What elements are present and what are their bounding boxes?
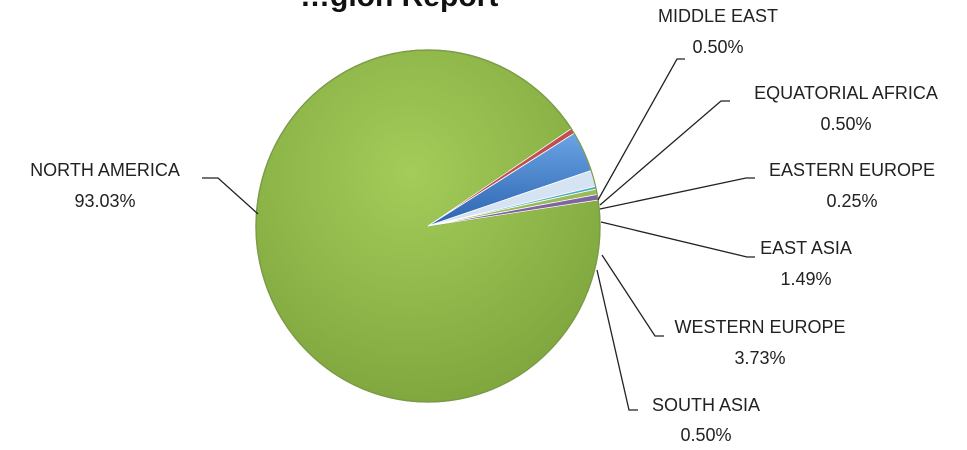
slice-label-western-europe: WESTERN EUROPE	[674, 317, 845, 337]
slice-percent-eastern-europe: 0.25%	[826, 191, 877, 211]
leader-line-north-america	[202, 177, 259, 215]
slice-percent-western-europe: 3.73%	[734, 348, 785, 368]
slice-label-east-asia: EAST ASIA	[760, 238, 852, 258]
leader-line-south-asia	[596, 269, 638, 411]
slice-percent-equatorial-africa: 0.50%	[820, 114, 871, 134]
leader-line-east-asia	[600, 221, 755, 258]
slice-percent-south-asia: 0.50%	[680, 425, 731, 445]
slice-label-eastern-europe: EASTERN EUROPE	[769, 160, 935, 180]
slice-label-south-asia: SOUTH ASIA	[652, 395, 760, 415]
slice-label-middle-east: MIDDLE EAST	[658, 6, 778, 26]
leader-line-western-europe	[601, 254, 664, 337]
slice-label-equatorial-africa: EQUATORIAL AFRICA	[754, 83, 938, 103]
leader-line-equatorial-africa	[599, 100, 730, 206]
pie-slices	[255, 49, 601, 403]
leader-line-middle-east	[597, 58, 685, 201]
leader-line-eastern-europe	[599, 177, 755, 210]
pie-labels: NORTH AMERICA 93.03% SOUTH ASIA 0.50% WESTER…	[30, 6, 938, 445]
slice-percent-middle-east: 0.50%	[692, 37, 743, 57]
slice-percent-east-asia: 1.49%	[780, 269, 831, 289]
chart-title: …gion Report	[300, 0, 498, 13]
slice-label-north-america: NORTH AMERICA	[30, 160, 180, 180]
slice-percent-north-america: 93.03%	[74, 191, 135, 211]
pie-outline	[255, 49, 601, 403]
